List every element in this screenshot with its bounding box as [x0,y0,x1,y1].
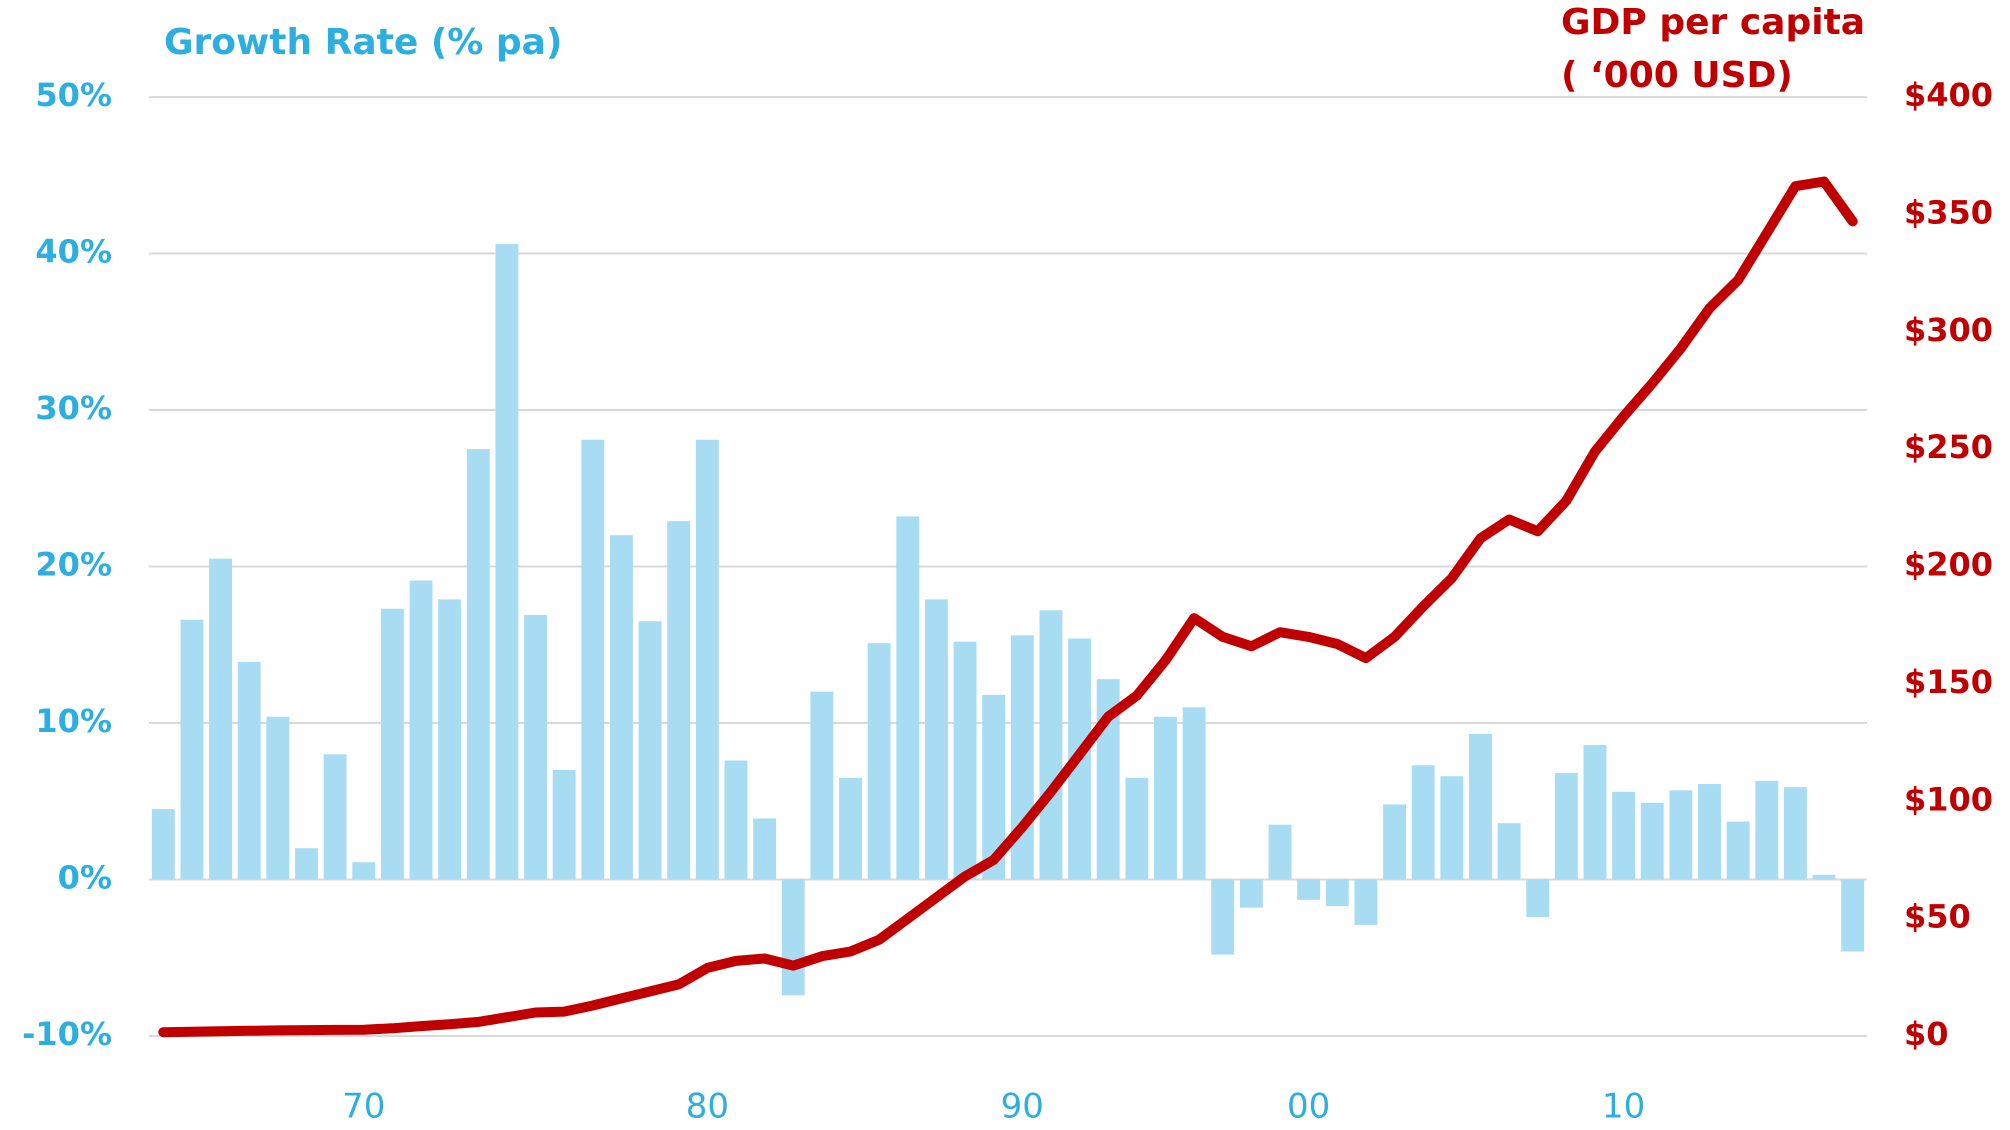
bar [1239,879,1263,908]
bar [1612,791,1636,880]
bar [638,621,662,880]
x-tick-label: 70 [342,1087,385,1127]
bar [1154,716,1177,880]
bar [495,244,519,880]
x-tick-label: 90 [1001,1087,1044,1127]
bar [1669,790,1693,880]
bar [1497,823,1521,880]
y-axis-title: Growth Rate (% pa) [164,22,562,63]
bar [380,608,404,880]
bar [1755,780,1779,880]
bar [1383,804,1407,880]
bar [1526,879,1550,918]
y-tick-label: 20% [35,546,112,584]
y-tick-label: -10% [22,1015,112,1053]
y2-tick-label: $300 [1904,311,1993,349]
bar [781,879,805,996]
y2-tick-label: $0 [1904,1015,1949,1053]
y2-axis-title: ( ‘000 USD) [1561,55,1793,96]
y2-tick-label: $400 [1904,76,1993,114]
y2-tick-label: $150 [1904,663,1993,701]
y-tick-label: 10% [35,702,112,740]
bar [1468,733,1492,880]
bar [1698,784,1721,880]
y2-tick-label: $50 [1904,898,1971,936]
bar [237,661,261,880]
bar [1354,879,1378,925]
line [158,176,1858,1038]
y2-tick-label: $250 [1904,428,1993,466]
bar [839,777,862,880]
bar [1583,744,1607,880]
y-tick-label: 0% [58,859,112,897]
y-tick-label: 40% [35,233,112,271]
bar [667,521,691,880]
x-tick-label: 80 [686,1087,729,1127]
bar [581,439,605,880]
bar [295,848,318,880]
bar [609,535,633,880]
y-tick-label: 30% [35,389,112,427]
bar [1554,773,1578,880]
bar [524,615,548,880]
bar [266,716,290,880]
bar [1841,879,1865,952]
bar [953,641,977,880]
bar [323,754,347,880]
bar [151,809,175,880]
bar [867,643,891,880]
bar [1640,802,1664,880]
bar [1211,879,1235,955]
bar [695,439,719,880]
bar [724,760,748,880]
bar [438,599,462,880]
y2-axis-title: GDP per capita [1561,2,1865,43]
bar [1783,787,1807,880]
bar [352,862,376,880]
bar [1297,879,1321,900]
bar [810,691,834,880]
bar [753,818,777,880]
bar [1325,879,1349,907]
bar [1440,776,1464,880]
bar [896,516,920,880]
bar [1182,707,1206,880]
bar [1411,765,1435,880]
bar [1039,610,1063,880]
x-tick-label: 10 [1602,1087,1645,1127]
y2-tick-label: $350 [1904,193,1993,231]
bar [1812,874,1836,880]
y2-tick-label: $100 [1904,780,1993,818]
bar [552,769,576,880]
bar [1268,824,1292,880]
bar [209,558,233,880]
y-tick-label: 50% [35,76,112,114]
bar [1125,777,1149,880]
bar [982,694,1006,880]
y2-tick-label: $200 [1904,546,1993,584]
bar [466,449,490,880]
x-tick-label: 00 [1287,1087,1330,1127]
bar [409,580,433,880]
bar [1726,821,1750,880]
bar [180,619,204,880]
bar [924,599,948,880]
